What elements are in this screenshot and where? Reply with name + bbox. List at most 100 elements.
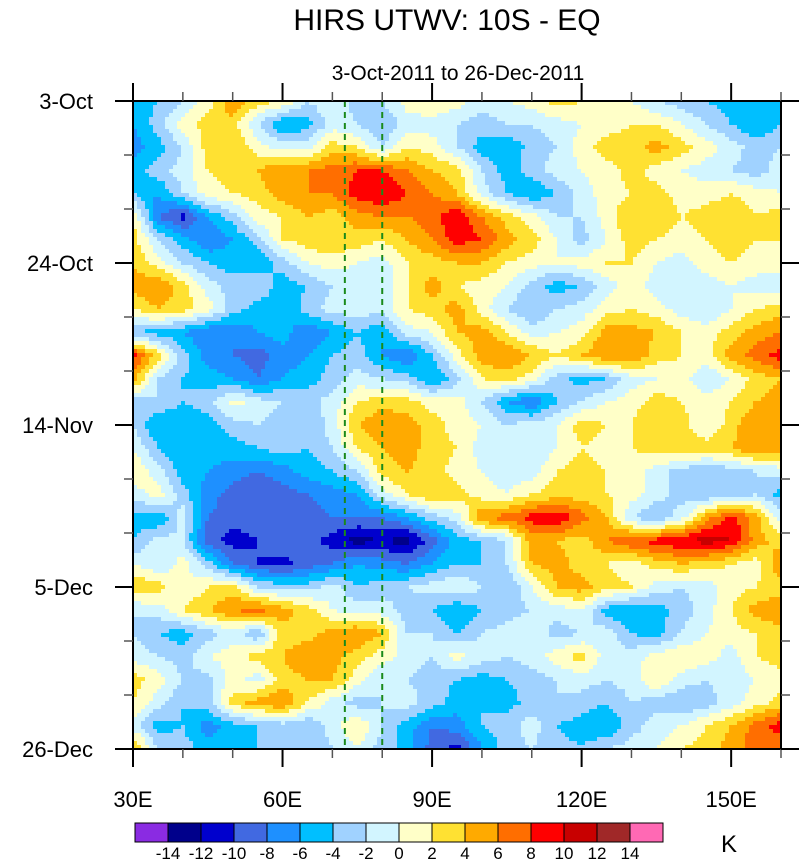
contour-cell bbox=[613, 161, 661, 165]
contour-cell bbox=[393, 165, 425, 169]
contour-cell bbox=[293, 645, 361, 649]
contour-cell bbox=[489, 521, 517, 525]
contour-cell bbox=[321, 305, 393, 309]
contour-cell bbox=[213, 105, 225, 109]
contour-cell bbox=[765, 305, 781, 309]
contour-cell bbox=[185, 281, 197, 285]
contour-cell bbox=[345, 217, 413, 221]
contour-cell bbox=[133, 389, 141, 393]
contour-cell bbox=[305, 701, 325, 705]
contour-cell bbox=[405, 189, 429, 193]
contour-cell bbox=[365, 641, 385, 645]
contour-cell bbox=[529, 321, 537, 325]
contour-cell bbox=[649, 549, 733, 553]
contour-cell bbox=[405, 237, 433, 241]
contour-cell bbox=[133, 713, 137, 717]
x-tick-label: 90E bbox=[412, 787, 451, 812]
contour-cell bbox=[157, 441, 245, 445]
contour-cell bbox=[621, 365, 645, 369]
contour-cell bbox=[577, 165, 617, 169]
contour-cell bbox=[573, 197, 597, 201]
contour-cell bbox=[337, 413, 349, 417]
contour-cell bbox=[777, 573, 781, 577]
contour-cell bbox=[253, 637, 257, 641]
contour-cell bbox=[201, 349, 233, 353]
contour-cell bbox=[357, 665, 377, 669]
contour-cell bbox=[349, 393, 421, 397]
contour-cell bbox=[193, 665, 221, 669]
contour-cell bbox=[673, 157, 705, 161]
contour-cell bbox=[429, 293, 437, 297]
contour-cell bbox=[241, 385, 309, 389]
contour-cell bbox=[229, 485, 289, 489]
contour-cell bbox=[273, 461, 321, 465]
contour-cell bbox=[641, 357, 677, 361]
contour-cell bbox=[353, 625, 357, 629]
contour-cell bbox=[393, 621, 405, 625]
contour-cell bbox=[253, 241, 265, 245]
contour-cell bbox=[133, 437, 141, 441]
contour-cell bbox=[201, 133, 241, 137]
contour-cell bbox=[325, 165, 393, 169]
contour-cell bbox=[745, 737, 781, 741]
contour-cell bbox=[265, 253, 277, 257]
contour-cell bbox=[225, 245, 257, 249]
contour-cell bbox=[161, 673, 181, 677]
contour-cell bbox=[649, 345, 681, 349]
contour-cell bbox=[445, 345, 457, 349]
contour-cell bbox=[453, 357, 465, 361]
contour-cell bbox=[133, 381, 141, 385]
x-tick-label: 30E bbox=[113, 787, 152, 812]
contour-cell bbox=[421, 425, 445, 429]
contour-cell bbox=[581, 169, 621, 173]
contour-cell bbox=[133, 313, 193, 317]
contour-cell bbox=[637, 553, 673, 557]
contour-cell bbox=[133, 201, 137, 205]
contour-cell bbox=[189, 637, 213, 641]
contour-cell bbox=[277, 617, 289, 621]
contour-cell bbox=[417, 357, 433, 361]
contour-cell bbox=[433, 633, 481, 637]
contour-cell bbox=[133, 277, 161, 281]
contour-cell bbox=[145, 421, 217, 425]
contour-cell bbox=[245, 441, 329, 445]
contour-cell bbox=[201, 285, 221, 289]
contour-cell bbox=[449, 625, 465, 629]
contour-cell bbox=[777, 349, 781, 353]
contour-cell bbox=[657, 297, 733, 301]
contour-cell bbox=[409, 577, 445, 581]
contour-cell bbox=[149, 341, 161, 345]
contour-cell bbox=[205, 157, 321, 161]
contour-cell bbox=[165, 185, 181, 189]
contour-cell bbox=[689, 533, 741, 537]
contour-cell bbox=[461, 717, 481, 721]
contour-cell bbox=[133, 621, 181, 625]
contour-cell bbox=[137, 689, 157, 693]
contour-cell bbox=[645, 485, 669, 489]
contour-cell bbox=[369, 325, 385, 329]
contour-cell bbox=[373, 241, 385, 245]
contour-cell bbox=[189, 209, 197, 213]
contour-cell bbox=[585, 657, 597, 661]
contour-cell bbox=[141, 441, 157, 445]
contour-cell bbox=[141, 733, 149, 737]
contour-cell bbox=[337, 129, 369, 133]
contour-cell bbox=[205, 213, 221, 217]
contour-cell bbox=[273, 249, 289, 253]
contour-cell bbox=[133, 665, 149, 669]
contour-cell bbox=[521, 549, 529, 553]
contour-cell bbox=[665, 629, 681, 633]
contour-cell bbox=[149, 121, 165, 125]
contour-cell bbox=[185, 325, 209, 329]
contour-cell bbox=[225, 597, 241, 601]
contour-cell bbox=[513, 241, 537, 245]
contour-cell bbox=[505, 621, 553, 625]
contour-cell bbox=[505, 409, 541, 413]
contour-cell bbox=[137, 133, 157, 137]
contour-cell bbox=[445, 429, 477, 433]
contour-cell bbox=[205, 537, 221, 541]
contour-cell bbox=[777, 357, 781, 361]
contour-cell bbox=[449, 237, 481, 241]
contour-cell bbox=[469, 293, 497, 297]
contour-cell bbox=[253, 129, 265, 133]
